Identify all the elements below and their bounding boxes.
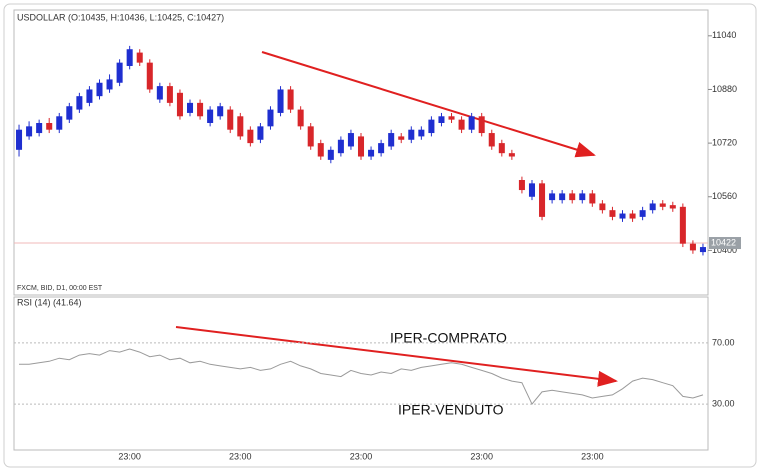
candle-body [237,116,244,137]
y-tick-label: 30.00 [712,398,735,408]
y-tick-label: 10560 [712,191,737,201]
rsi-line [19,348,704,406]
candle-body [116,62,123,83]
candle-body [156,86,163,100]
x-tick-label: 23:00 [118,451,141,461]
candle-body [508,153,515,157]
trend-arrow [175,326,618,387]
candle-body [267,109,274,127]
candle-body [146,62,153,90]
candle-body [589,193,596,204]
candle-body [36,122,43,134]
candle-body [337,139,344,154]
candle-body [539,183,546,217]
candle-body [86,89,93,103]
candle-body [96,82,103,97]
candle-body [207,109,214,123]
candle-body [197,102,204,117]
candle-body [488,133,495,147]
y-tick-label: 11040 [712,30,736,40]
candle-body [619,213,626,219]
candle-body [649,203,656,211]
candle-body [46,122,53,130]
candle-body [599,203,606,211]
candle-body [408,129,415,140]
candle-body [126,49,133,66]
rsi-title: RSI (14) (41.64) [17,297,82,307]
x-tick-label: 23:00 [470,451,493,461]
candle-body [317,143,324,157]
candle-body [277,89,284,113]
candle-body [629,213,636,219]
candle-body [689,243,696,251]
candle-body [699,247,706,253]
candle-body [357,136,365,157]
candle-body [659,203,666,207]
x-tick-label: 23:00 [229,451,252,461]
candle-body [257,126,264,140]
candle-body [287,89,294,110]
candle-body [498,143,505,154]
candle-body [569,193,576,201]
candle-body [388,133,395,147]
candle-body [136,52,143,63]
y-tick-label: 10400 [712,245,737,255]
candle-body [458,119,465,130]
candle-body [478,116,485,134]
candle-body [176,92,183,117]
candle-body [217,106,224,117]
candle-body [418,129,425,137]
candle-body [56,116,63,130]
candle-body [26,126,33,137]
candle-body [227,109,234,130]
rsi-panel [13,296,709,451]
candle-body [166,86,173,103]
candle-body [368,149,375,157]
frame [3,3,757,468]
candle-body [398,136,405,140]
candle-body [609,210,616,217]
candle-body [247,129,254,144]
last-price-label: 10422 [711,237,736,247]
candle-body [327,149,334,160]
x-tick-label: 23:00 [350,451,373,461]
source-label: FXCM, BID, D1, 00:00 EST [17,285,103,292]
candle-body [438,116,445,123]
candle-body [549,193,556,201]
plot: 10400 10560 10720 10880 11040 10422 30.00 70.00… [14,30,741,461]
candle-body [16,129,23,150]
y-tick-label: 10720 [712,137,737,147]
price-panel [13,9,709,296]
candle-body [528,183,536,197]
candle-body [639,210,646,217]
x-tick-label: 23:00 [581,451,604,461]
candle-body [76,96,83,110]
candle-body [297,109,304,127]
last-price-box [709,237,741,250]
candle-body [66,106,73,120]
chart-title: USDOLLAR (O:10435, H:10436, L:10425, C:1… [17,12,224,22]
y-tick-label: 10880 [712,84,737,94]
candle-body [186,102,194,113]
annotation: IPER-VENDUTO [398,402,504,418]
candle-body [579,193,586,201]
candle-body [518,179,525,191]
candle-body [669,205,676,209]
candle-body [307,126,314,147]
candle-body [347,133,354,147]
candle-body [428,119,435,134]
y-tick-label: 70.00 [712,337,735,347]
annotation: IPER-COMPRATO [390,330,507,346]
candle-body [448,116,455,120]
trend-arrow [261,51,596,158]
candle-body [106,79,113,90]
candle-body [378,143,385,154]
candle-body [559,193,566,201]
candle-body [468,116,475,130]
candle-body [679,206,686,244]
